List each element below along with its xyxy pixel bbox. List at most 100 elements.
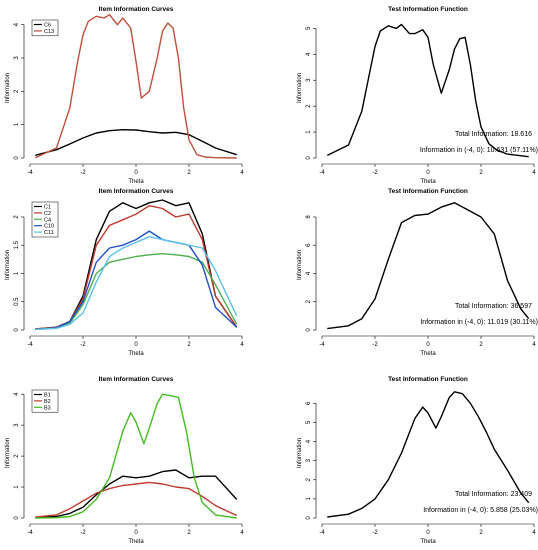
y-tick-label: 0 [14, 516, 20, 520]
y-tick-label: 3 [306, 458, 312, 462]
chart-title: Item Information Curves [99, 188, 174, 195]
y-axis-label: Information [5, 250, 11, 280]
y-tick-label: 5 [306, 26, 312, 30]
x-tick-label: 4 [532, 342, 536, 348]
chart-panel-4: Test Information Function -4 -2 0 2 4 Theta 0 2 4… [297, 188, 538, 357]
x-tick-label: -4 [319, 530, 325, 536]
y-tick-label: 4 [14, 22, 20, 26]
y-tick-label: 2 [306, 104, 312, 108]
x-tick-label: 0 [426, 170, 430, 176]
x-axis-label: Theta [420, 351, 436, 357]
legend-box [31, 389, 59, 413]
legend-label: C1 [44, 205, 51, 211]
y-axis-label: Information [297, 250, 303, 280]
series-line-B2 [35, 481, 237, 518]
y-axis-label: Information [297, 73, 303, 103]
x-tick-label: -4 [319, 170, 325, 176]
x-tick-label: 2 [187, 170, 191, 176]
chart-title: Test Information Function [388, 6, 468, 13]
total-information-annotation: Total Information: 23.409 [455, 491, 532, 498]
series-line-C2 [35, 205, 238, 330]
x-tick-label: 4 [240, 170, 244, 176]
x-tick-label: -2 [80, 342, 86, 348]
y-tick-label: 0 [306, 516, 312, 520]
y-tick-label: 1 [306, 497, 312, 501]
y-tick-label: 6 [306, 401, 312, 405]
series-line-B1 [35, 469, 238, 519]
x-tick-label: 4 [240, 342, 244, 348]
legend-label: C10 [44, 224, 54, 230]
chart-panel-5: Item Information Curves -4 -2 0 2 4 Theta 0 1 2 3 4… [5, 376, 244, 545]
x-axis-label: Theta [128, 179, 144, 185]
series-line-C10 [35, 230, 238, 331]
y-tick-label: 1.5 [14, 240, 20, 249]
y-tick-label: 1 [306, 130, 312, 134]
information-range-annotation: Information in (-4, 0): 5.858 (25.03%) [423, 507, 538, 514]
x-tick-label: 4 [532, 170, 536, 176]
y-tick-label: 1 [14, 485, 20, 489]
y-tick-label: 8 [306, 215, 312, 219]
y-tick-label: 4 [14, 392, 20, 396]
x-tick-label: 2 [187, 342, 191, 348]
y-tick-label: 3 [14, 423, 20, 427]
legend-label: C4 [44, 217, 51, 223]
y-tick-label: 0 [306, 328, 312, 332]
x-axis-label: Theta [128, 351, 144, 357]
chart-panel-3: Item Information Curves -4 -2 0 2 4 Theta 0 0.5 1… [5, 188, 244, 357]
x-tick-label: -2 [80, 170, 86, 176]
legend-label: C11 [44, 230, 54, 236]
y-tick-label: 3 [306, 78, 312, 82]
series-line-1 [327, 391, 530, 518]
total-information-annotation: Total Information: 18.616 [455, 131, 532, 138]
y-axis-label: Information [5, 73, 11, 103]
chart-title: Test Information Function [388, 376, 468, 383]
information-range-annotation: Information in (-4, 0): 10.631 (57.11%) [420, 147, 538, 154]
x-tick-label: 0 [426, 342, 430, 348]
series-line-1 [326, 23, 529, 158]
legend-label: B2 [44, 399, 51, 405]
chart-title: Item Information Curves [99, 6, 174, 13]
x-tick-label: -2 [372, 170, 378, 176]
y-axis-label: Information [297, 438, 303, 468]
x-axis-label: Theta [420, 539, 436, 545]
y-tick-label: 5 [306, 420, 312, 424]
y-tick-label: 2 [14, 89, 20, 93]
chart-panel-6: Test Information Function -4 -2 0 2 4 Theta 0 1 2… [297, 376, 538, 545]
x-tick-label: 2 [479, 170, 483, 176]
legend-label: B3 [44, 405, 51, 411]
information-range-annotation: Information in (-4, 0): 11.019 (30.11%) [420, 319, 538, 326]
y-axis-label: Information [5, 438, 11, 468]
series-line-B3 [35, 393, 237, 519]
x-tick-label: 0 [426, 530, 430, 536]
y-tick-label: 2 [306, 477, 312, 481]
chart-panel-1: Item Information Curves -4 -2 0 2 4 Theta 0 1 2 3 4… [5, 6, 244, 185]
x-tick-label: 2 [479, 530, 483, 536]
x-tick-label: 0 [134, 170, 138, 176]
chart-title: Item Information Curves [99, 376, 174, 383]
y-tick-label: 0 [14, 156, 20, 160]
legend-label: C13 [44, 29, 54, 35]
series-line-C11 [35, 236, 238, 331]
x-axis-label: Theta [420, 179, 436, 185]
chart-panel-2: Test Information Function -4 -2 0 2 4 Theta 0 1 2… [297, 6, 538, 185]
x-tick-label: 4 [240, 530, 244, 536]
y-tick-label: 6 [306, 243, 312, 247]
y-tick-label: 1 [14, 122, 20, 126]
series-line-C13 [35, 14, 237, 159]
series-line-1 [327, 202, 530, 330]
x-tick-label: -4 [27, 530, 33, 536]
series-line-C1 [35, 199, 238, 330]
x-tick-label: -2 [372, 530, 378, 536]
x-tick-label: 4 [532, 530, 536, 536]
x-tick-label: -2 [372, 342, 378, 348]
x-tick-label: -2 [80, 530, 86, 536]
x-axis-label: Theta [128, 539, 144, 545]
y-tick-label: 4 [306, 52, 312, 56]
y-tick-label: 2 [306, 299, 312, 303]
y-tick-label: 2 [14, 454, 20, 458]
legend-label: B1 [44, 393, 51, 399]
x-tick-label: -4 [319, 342, 325, 348]
series-line-C4 [35, 253, 238, 331]
y-tick-label: 0 [306, 156, 312, 160]
x-tick-label: -4 [27, 170, 33, 176]
